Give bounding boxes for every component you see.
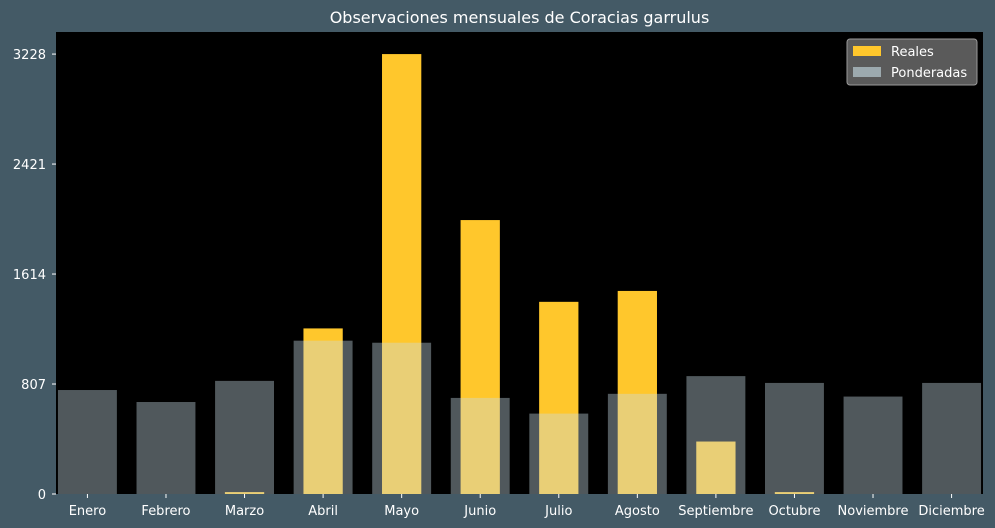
bar-ponderadas-mayo	[372, 342, 432, 494]
bar-ponderadas-agosto	[607, 393, 667, 494]
y-tick-label: 3228	[13, 48, 46, 63]
bar-ponderadas-noviembre	[843, 396, 903, 494]
bar-reales-octubre	[774, 492, 815, 494]
bar-reales-abril	[303, 328, 343, 494]
legend-swatch	[853, 67, 881, 77]
legend-item-reales: Reales	[853, 45, 934, 60]
x-tick-label: Marzo	[225, 504, 264, 519]
bar-ponderadas-abril	[293, 340, 353, 494]
x-tick-label: Mayo	[384, 504, 419, 519]
bar-reales-julio	[539, 301, 579, 494]
legend-label: Ponderadas	[891, 66, 967, 81]
bar-ponderadas-julio	[529, 413, 589, 494]
bars-layer	[57, 54, 982, 494]
x-tick-label: Febrero	[141, 504, 190, 519]
series-ponderadas	[57, 340, 982, 494]
x-tick-label: Junio	[463, 504, 496, 519]
legend-item-ponderadas: Ponderadas	[853, 66, 967, 81]
bar-ponderadas-diciembre	[922, 382, 982, 494]
x-tick-label: Diciembre	[918, 504, 984, 519]
x-tick-label: Octubre	[768, 504, 820, 519]
x-tick-label: Noviembre	[838, 504, 909, 519]
x-tick-label: Julio	[544, 504, 572, 519]
plot-area	[56, 32, 983, 494]
x-tick-label: Agosto	[615, 504, 660, 519]
bar-ponderadas-junio	[450, 397, 510, 494]
bar-ponderadas-febrero	[136, 402, 196, 494]
legend-label: Reales	[891, 45, 934, 60]
bar-reales-marzo	[224, 492, 265, 494]
axes-layer: 0 807 1614 2421 3228 Enero Febrero Marzo Abril Ma…	[13, 48, 985, 519]
bar-ponderadas-enero	[57, 390, 117, 494]
series-reales	[224, 54, 815, 494]
bar-reales-agosto	[617, 290, 657, 494]
legend-items: Reales Ponderadas	[853, 45, 967, 81]
chart-title: Observaciones mensuales de Coracias garr…	[330, 8, 710, 27]
bar-reales-septiembre	[696, 441, 736, 494]
x-tick-label: Septiembre	[678, 504, 753, 519]
y-tick-label: 1614	[13, 268, 46, 283]
bar-ponderadas-septiembre	[686, 376, 746, 494]
y-tick-label: 0	[38, 488, 46, 503]
x-tick-label: Abril	[308, 504, 338, 519]
legend: Reales Ponderadas	[846, 38, 978, 86]
legend-swatch	[853, 46, 881, 56]
bar-ponderadas-octubre	[765, 382, 824, 494]
x-tick-label: Enero	[69, 504, 107, 519]
bar-ponderadas-marzo	[215, 380, 274, 494]
y-tick-label: 2421	[13, 158, 46, 173]
bar-reales-junio	[460, 220, 500, 494]
y-tick-label: 807	[21, 378, 46, 393]
bar-reales-mayo	[382, 54, 422, 494]
